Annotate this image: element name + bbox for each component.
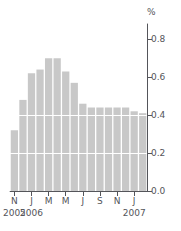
svg-text:0.6: 0.6 [151, 72, 166, 82]
svg-text:0.2: 0.2 [151, 148, 165, 158]
svg-text:S: S [97, 196, 103, 206]
svg-text:2005: 2005 [2, 208, 26, 218]
svg-text:J: J [29, 196, 33, 206]
svg-text:2007: 2007 [123, 208, 146, 218]
svg-text:%: % [147, 7, 156, 17]
svg-text:2006: 2006 [20, 208, 43, 218]
svg-text:0.4: 0.4 [151, 110, 166, 120]
svg-text:J: J [81, 196, 85, 206]
svg-text:M: M [45, 196, 53, 206]
svg-text:N: N [114, 196, 121, 206]
svg-text:0.0: 0.0 [151, 186, 166, 196]
svg-text:0.8: 0.8 [151, 34, 166, 44]
svg-text:M: M [62, 196, 70, 206]
svg-text:J: J [132, 196, 136, 206]
svg-text:N: N [11, 196, 18, 206]
